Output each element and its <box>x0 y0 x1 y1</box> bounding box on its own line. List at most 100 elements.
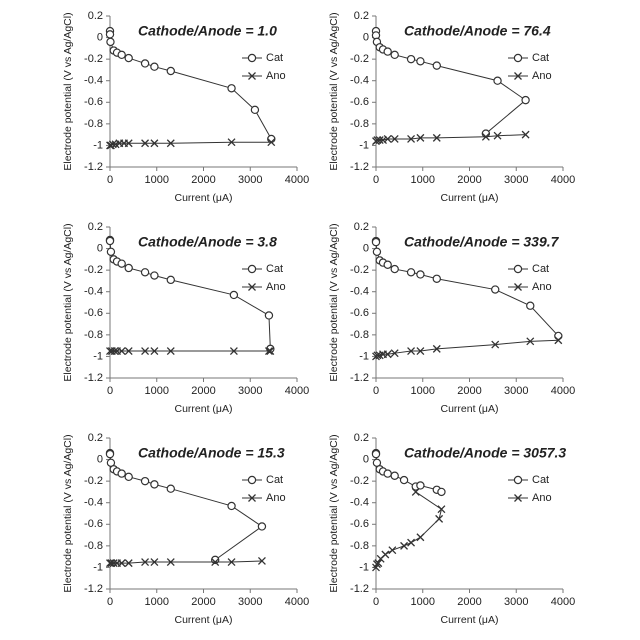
marker <box>151 481 158 488</box>
y-tick-label: -1.2 <box>350 583 369 595</box>
y-tick-label: -1.2 <box>84 161 103 173</box>
y-tick-label: 0 <box>363 31 369 43</box>
legend-label: Cat <box>532 52 549 64</box>
marker-stroke <box>382 551 389 558</box>
x-tick-label: 4000 <box>551 174 575 186</box>
legend-label: Cat <box>266 474 283 486</box>
marker <box>125 473 132 480</box>
y-tick-label: 0.2 <box>354 221 369 233</box>
y-tick-label: -1 <box>359 139 369 151</box>
legend-label: Cat <box>266 52 283 64</box>
x-tick-label: 2000 <box>191 596 215 608</box>
y-axis-label: Electrode potential (V vs Ag/AgCl) <box>62 434 74 592</box>
legend-label: Ano <box>532 492 552 504</box>
y-tick-label: -0.8 <box>84 329 103 341</box>
x-axis-label: Current (μA) <box>441 403 499 415</box>
series-line <box>110 31 271 139</box>
y-tick-label: -0.4 <box>350 497 369 509</box>
series-line <box>376 492 441 568</box>
marker <box>494 77 501 84</box>
x-axis-label: Current (μA) <box>175 403 233 415</box>
y-tick-label: -0.6 <box>84 307 103 319</box>
y-tick-label: -0.8 <box>350 118 369 130</box>
y-tick-label: 0.2 <box>88 432 103 444</box>
y-tick-label: 0.2 <box>354 10 369 22</box>
y-tick-label: -1.2 <box>84 583 103 595</box>
marker <box>118 470 125 477</box>
x-tick-label: 1000 <box>411 385 435 397</box>
marker <box>438 506 445 513</box>
y-tick-label: -0.4 <box>84 75 103 87</box>
marker <box>151 272 158 279</box>
y-axis-label: Electrode potential (V vs Ag/AgCl) <box>62 223 74 381</box>
marker <box>514 54 521 61</box>
y-tick-label: -1 <box>359 561 369 573</box>
panel-title: Cathode/Anode = 3057.3 <box>404 445 566 461</box>
x-tick-label: 4000 <box>285 174 309 186</box>
y-tick-label: -0.2 <box>84 264 103 276</box>
legend-label: Ano <box>532 70 552 82</box>
marker <box>384 470 391 477</box>
y-tick-label: -1 <box>93 561 103 573</box>
y-tick-label: -0.4 <box>350 75 369 87</box>
y-tick-label: -0.2 <box>84 53 103 65</box>
y-tick-label: 0.2 <box>354 432 369 444</box>
marker-stroke <box>436 515 443 522</box>
x-tick-label: 2000 <box>191 385 215 397</box>
marker <box>167 276 174 283</box>
marker <box>258 523 265 530</box>
series-line <box>110 240 270 349</box>
marker <box>492 286 499 293</box>
marker <box>384 48 391 55</box>
x-tick-label: 1000 <box>145 596 169 608</box>
marker <box>228 85 235 92</box>
series-line <box>376 241 558 336</box>
legend-label: Cat <box>532 263 549 275</box>
marker-stroke <box>389 547 396 554</box>
marker <box>417 271 424 278</box>
series-line <box>110 453 262 560</box>
y-tick-label: 0 <box>97 31 103 43</box>
marker-stroke <box>438 506 445 513</box>
y-tick-label: -1 <box>359 350 369 362</box>
y-tick-label: -0.2 <box>84 475 103 487</box>
y-tick-label: 0.2 <box>88 10 103 22</box>
marker <box>118 51 125 58</box>
series-line <box>110 142 271 145</box>
marker <box>400 476 407 483</box>
x-tick-label: 0 <box>373 385 379 397</box>
y-tick-label: -1.2 <box>350 161 369 173</box>
panel-title: Cathode/Anode = 339.7 <box>404 234 560 250</box>
y-tick-label: -0.6 <box>84 518 103 530</box>
marker <box>106 31 113 38</box>
marker <box>265 312 272 319</box>
y-tick-label: -1.2 <box>84 372 103 384</box>
y-tick-label: -0.4 <box>84 497 103 509</box>
y-tick-label: 0 <box>97 242 103 254</box>
marker <box>433 62 440 69</box>
y-tick-label: -0.8 <box>84 540 103 552</box>
marker <box>514 476 521 483</box>
x-tick-label: 0 <box>107 174 113 186</box>
marker <box>118 260 125 267</box>
marker <box>389 547 396 554</box>
x-axis-label: Current (μA) <box>175 614 233 626</box>
marker <box>373 248 380 255</box>
y-tick-label: -0.2 <box>350 53 369 65</box>
y-axis-label: Electrode potential (V vs Ag/AgCl) <box>328 223 340 381</box>
x-tick-label: 0 <box>107 596 113 608</box>
marker <box>417 58 424 65</box>
legend-label: Cat <box>266 263 283 275</box>
marker <box>407 56 414 63</box>
marker <box>141 60 148 67</box>
y-tick-label: 0 <box>363 453 369 465</box>
y-axis-label: Electrode potential (V vs Ag/AgCl) <box>62 12 74 170</box>
x-tick-label: 3000 <box>238 385 262 397</box>
x-tick-label: 0 <box>373 174 379 186</box>
y-tick-label: -0.6 <box>350 307 369 319</box>
y-tick-label: -0.2 <box>350 264 369 276</box>
marker <box>391 472 398 479</box>
series-line <box>376 135 526 141</box>
marker <box>372 451 379 458</box>
